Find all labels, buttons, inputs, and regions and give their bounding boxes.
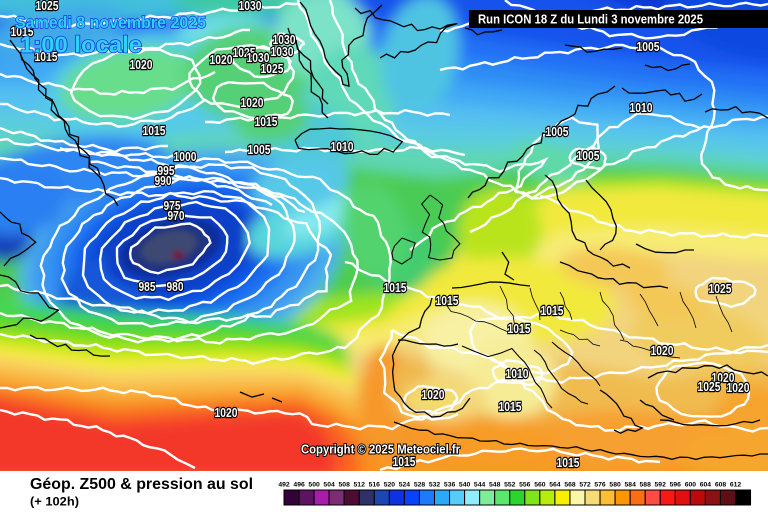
svg-text:985: 985	[139, 279, 156, 294]
svg-text:1010: 1010	[630, 100, 653, 115]
svg-text:1030: 1030	[273, 32, 296, 47]
svg-text:1010: 1010	[506, 366, 529, 381]
svg-text:1025: 1025	[233, 45, 256, 60]
svg-text:980: 980	[167, 279, 184, 294]
svg-text:504: 504	[323, 482, 335, 489]
svg-text:1020: 1020	[651, 343, 674, 358]
svg-text:Samedi 8 novembre 2025: Samedi 8 novembre 2025	[15, 14, 206, 32]
svg-text:1015: 1015	[557, 455, 580, 470]
svg-text:1:00 locale: 1:00 locale	[20, 32, 142, 58]
svg-text:512: 512	[354, 482, 366, 489]
svg-text:970: 970	[168, 208, 185, 223]
svg-text:Copyright © 2025 Meteociel.fr: Copyright © 2025 Meteociel.fr	[301, 443, 460, 457]
svg-text:584: 584	[625, 482, 637, 489]
svg-text:496: 496	[293, 482, 305, 489]
svg-text:1020: 1020	[727, 380, 750, 395]
svg-text:592: 592	[655, 482, 667, 489]
svg-text:1005: 1005	[248, 142, 271, 157]
svg-text:516: 516	[369, 482, 381, 489]
svg-text:528: 528	[414, 482, 426, 489]
svg-text:1005: 1005	[577, 148, 600, 163]
svg-text:1015: 1015	[255, 114, 278, 129]
svg-text:1000: 1000	[174, 149, 197, 164]
svg-text:520: 520	[384, 482, 396, 489]
svg-text:608: 608	[715, 482, 727, 489]
svg-text:Run ICON 18 Z du Lundi 3 novem: Run ICON 18 Z du Lundi 3 novembre 2025	[478, 13, 703, 27]
svg-text:572: 572	[579, 482, 591, 489]
svg-text:1015: 1015	[541, 303, 564, 318]
svg-text:1015: 1015	[143, 123, 166, 138]
svg-text:568: 568	[564, 482, 576, 489]
svg-text:1025: 1025	[698, 379, 721, 394]
svg-text:524: 524	[399, 482, 411, 489]
svg-text:1010: 1010	[331, 139, 354, 154]
svg-text:508: 508	[339, 482, 351, 489]
svg-text:1015: 1015	[35, 49, 58, 64]
svg-text:600: 600	[685, 482, 697, 489]
svg-text:560: 560	[534, 482, 546, 489]
svg-text:556: 556	[519, 482, 531, 489]
svg-text:1030: 1030	[239, 0, 262, 13]
svg-text:604: 604	[700, 482, 712, 489]
svg-text:1005: 1005	[637, 39, 660, 54]
svg-text:1030: 1030	[271, 44, 294, 59]
svg-text:1020: 1020	[712, 370, 735, 385]
svg-text:540: 540	[459, 482, 471, 489]
svg-text:596: 596	[670, 482, 682, 489]
svg-text:1020: 1020	[215, 405, 238, 420]
svg-text:1015: 1015	[384, 280, 407, 295]
svg-text:1030: 1030	[247, 50, 270, 65]
svg-text:1025: 1025	[709, 281, 732, 296]
svg-text:Géop. Z500 & pression au sol: Géop. Z500 & pression au sol	[30, 476, 253, 493]
svg-text:580: 580	[609, 482, 621, 489]
svg-text:(+ 102h): (+ 102h)	[30, 497, 79, 509]
svg-text:548: 548	[489, 482, 501, 489]
svg-text:1015: 1015	[11, 24, 34, 39]
svg-text:576: 576	[594, 482, 606, 489]
svg-text:1015: 1015	[393, 454, 416, 469]
svg-text:564: 564	[549, 482, 561, 489]
svg-text:1025: 1025	[36, 0, 59, 13]
svg-text:1015: 1015	[436, 293, 459, 308]
svg-text:990: 990	[155, 173, 172, 188]
svg-text:612: 612	[730, 482, 742, 489]
svg-text:1020: 1020	[130, 57, 153, 72]
svg-text:532: 532	[429, 482, 441, 489]
svg-text:1025: 1025	[261, 61, 284, 76]
svg-text:588: 588	[640, 482, 652, 489]
svg-text:1020: 1020	[210, 52, 233, 67]
svg-text:1015: 1015	[499, 399, 522, 414]
svg-text:1020: 1020	[422, 387, 445, 402]
svg-text:975: 975	[164, 198, 181, 213]
svg-text:995: 995	[158, 163, 175, 178]
svg-text:536: 536	[444, 482, 456, 489]
svg-text:492: 492	[278, 482, 290, 489]
svg-text:552: 552	[504, 482, 516, 489]
svg-text:1020: 1020	[241, 95, 264, 110]
svg-text:544: 544	[474, 482, 486, 489]
svg-text:500: 500	[308, 482, 320, 489]
svg-text:1015: 1015	[508, 321, 531, 336]
svg-text:1005: 1005	[546, 124, 569, 139]
